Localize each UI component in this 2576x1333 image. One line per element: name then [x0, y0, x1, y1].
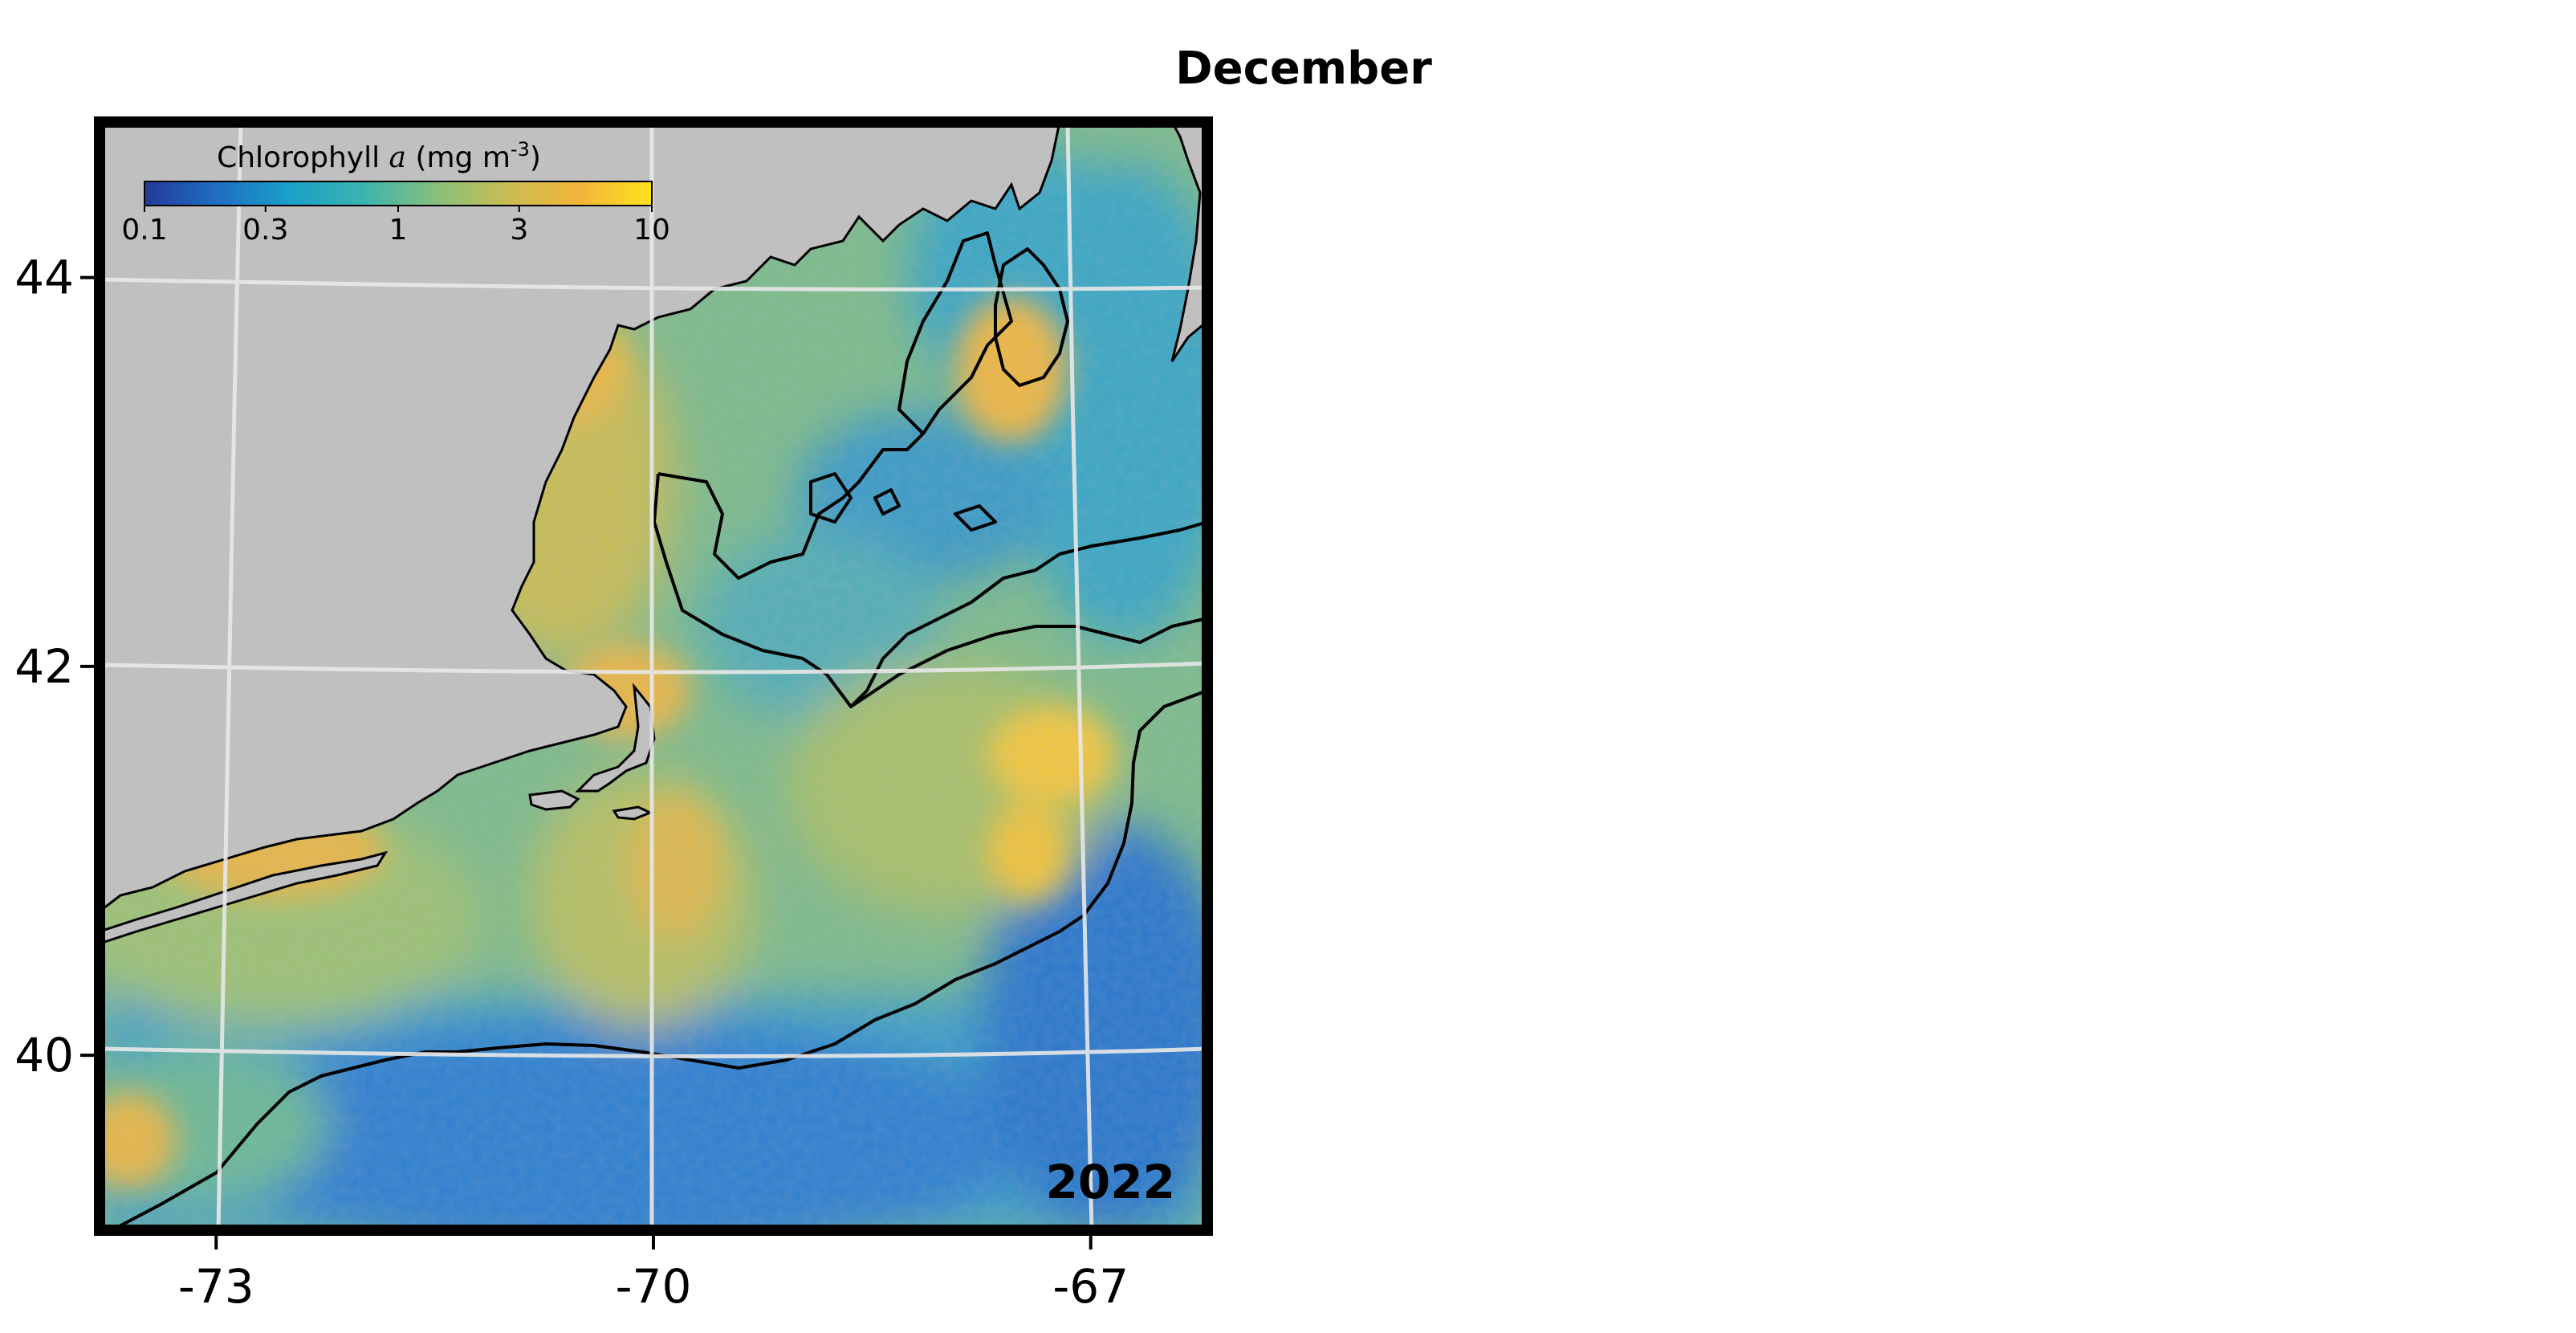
- gridline-lat-42: [100, 661, 1207, 675]
- gridline-lat-44: [100, 277, 1207, 291]
- cape-cod: [575, 683, 656, 793]
- gridline-lon-73: [216, 122, 243, 1230]
- basin-contour-3: [954, 504, 997, 532]
- colorbar-tick-label: 10: [633, 214, 670, 247]
- jordan-basin-contour: [994, 247, 1069, 387]
- lat-tick-label: 40: [14, 1028, 74, 1082]
- colorbar: Chlorophyll a (mg m-3) 0.1 0.3 1 3 10: [121, 138, 670, 247]
- colorbar-tick-label: 0.1: [121, 214, 167, 247]
- land-mass: [100, 122, 1207, 945]
- gridline-lon-67: [1065, 122, 1094, 1230]
- colorbar-tick-label: 1: [389, 214, 408, 247]
- shelf-break-contour: [108, 689, 1207, 1230]
- lat-tick-label: 44: [14, 251, 74, 305]
- marthas-vineyard: [528, 789, 580, 811]
- basin-contour-1: [809, 472, 853, 524]
- nantucket: [612, 805, 653, 821]
- year-label: 2022: [1046, 1155, 1175, 1209]
- colorbar-tick-label: 3: [510, 214, 528, 247]
- bathymetry-lines: [108, 231, 1207, 1230]
- map-area: Chlorophyll a (mg m-3) 0.1 0.3 1 3 10 2022: [100, 122, 1207, 1230]
- map-frame: [94, 116, 1213, 1236]
- lon-tick-label: -73: [178, 1259, 254, 1314]
- graticule: [100, 122, 1207, 1230]
- gridline-lat-40: [100, 1046, 1207, 1058]
- colorbar-title: Chlorophyll a (mg m-3): [217, 138, 541, 174]
- axis-ticks: [80, 275, 1093, 1249]
- lon-tick-label: -67: [1052, 1259, 1129, 1314]
- long-island: [100, 850, 389, 945]
- basin-contour-2: [873, 488, 901, 516]
- nova-scotia: [1170, 122, 1207, 362]
- mainland: [100, 122, 1061, 913]
- gulf-of-maine-contour: [657, 231, 1013, 580]
- lon-tick-label: -70: [616, 1259, 692, 1314]
- colorbar-ticks: 0.1 0.3 1 3 10: [121, 206, 670, 247]
- axis-labels: 44 42 40 -73 -70 -67: [14, 251, 1129, 1314]
- georges-bank-contour: [653, 473, 1207, 708]
- lat-tick-label: 42: [14, 639, 74, 694]
- colorbar-bar: [144, 181, 653, 206]
- map-title: December: [1175, 43, 1432, 95]
- colorbar-tick-label: 0.3: [242, 214, 288, 247]
- georges-bank-south: [849, 617, 1207, 708]
